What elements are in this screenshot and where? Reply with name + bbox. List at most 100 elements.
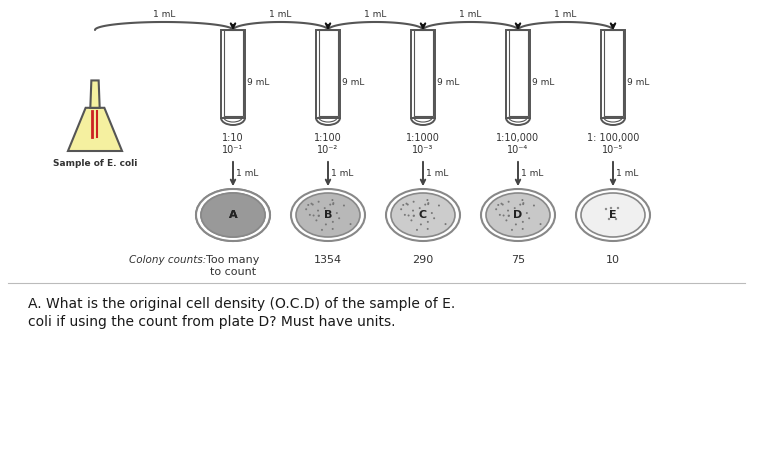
Ellipse shape xyxy=(481,189,555,241)
Circle shape xyxy=(404,214,406,216)
Circle shape xyxy=(511,229,513,231)
Text: 1:100: 1:100 xyxy=(314,133,342,143)
Text: Too many
to count: Too many to count xyxy=(207,255,260,276)
Circle shape xyxy=(338,217,340,219)
Text: 9 mL: 9 mL xyxy=(247,78,270,87)
Text: 10⁻⁵: 10⁻⁵ xyxy=(602,145,624,155)
Bar xyxy=(508,30,528,116)
Text: 1:1000: 1:1000 xyxy=(406,133,440,143)
Circle shape xyxy=(433,217,435,219)
Text: 9 mL: 9 mL xyxy=(342,78,364,87)
Circle shape xyxy=(521,228,524,230)
Circle shape xyxy=(610,207,612,209)
Bar xyxy=(413,30,432,116)
Circle shape xyxy=(332,199,333,201)
Circle shape xyxy=(318,215,319,217)
Circle shape xyxy=(309,214,311,216)
Ellipse shape xyxy=(201,193,265,237)
Circle shape xyxy=(508,215,510,217)
Circle shape xyxy=(329,204,331,206)
Circle shape xyxy=(427,221,429,223)
Circle shape xyxy=(507,210,509,212)
Ellipse shape xyxy=(486,193,550,237)
Text: A: A xyxy=(229,210,237,220)
Ellipse shape xyxy=(291,189,365,241)
Circle shape xyxy=(408,214,409,217)
Circle shape xyxy=(505,219,508,221)
Circle shape xyxy=(427,203,429,205)
Circle shape xyxy=(316,219,317,221)
Circle shape xyxy=(333,203,334,205)
Circle shape xyxy=(307,204,310,206)
Circle shape xyxy=(526,212,528,214)
Circle shape xyxy=(438,204,440,207)
Circle shape xyxy=(312,203,313,206)
Circle shape xyxy=(407,203,409,206)
Circle shape xyxy=(426,199,429,201)
Bar xyxy=(316,30,340,118)
Circle shape xyxy=(431,212,433,214)
Circle shape xyxy=(502,214,505,217)
Text: 1 mL: 1 mL xyxy=(270,10,292,19)
Text: 9 mL: 9 mL xyxy=(627,78,650,87)
Text: 9 mL: 9 mL xyxy=(437,78,459,87)
Text: 75: 75 xyxy=(511,255,525,265)
Circle shape xyxy=(336,212,338,214)
Circle shape xyxy=(528,217,530,219)
Text: 1 mL: 1 mL xyxy=(554,10,577,19)
Circle shape xyxy=(420,223,422,225)
Text: A: A xyxy=(229,210,237,220)
Text: coli if using the count from plate D? Must have units.: coli if using the count from plate D? Mu… xyxy=(28,315,396,329)
Text: Colony counts:: Colony counts: xyxy=(129,255,207,265)
Text: 1 mL: 1 mL xyxy=(521,170,544,179)
Circle shape xyxy=(617,207,619,209)
Text: 10⁻¹: 10⁻¹ xyxy=(223,145,243,155)
Text: B: B xyxy=(324,210,333,220)
Text: D: D xyxy=(513,210,523,220)
Circle shape xyxy=(497,204,499,206)
Circle shape xyxy=(522,203,525,205)
Bar xyxy=(411,30,435,118)
Ellipse shape xyxy=(296,193,360,237)
Circle shape xyxy=(413,215,415,217)
Circle shape xyxy=(419,207,421,209)
Circle shape xyxy=(495,208,497,210)
Circle shape xyxy=(410,219,412,221)
Text: 1 mL: 1 mL xyxy=(331,170,353,179)
Text: 1354: 1354 xyxy=(314,255,342,265)
Bar xyxy=(221,30,245,118)
Ellipse shape xyxy=(196,189,270,241)
Circle shape xyxy=(412,215,415,217)
Text: C: C xyxy=(419,210,427,220)
Bar xyxy=(604,30,623,116)
Circle shape xyxy=(604,208,607,210)
Circle shape xyxy=(332,228,334,230)
Circle shape xyxy=(325,223,327,225)
Text: A. What is the original cell density (O.C.D) of the sample of E.: A. What is the original cell density (O.… xyxy=(28,297,455,311)
Circle shape xyxy=(533,204,535,207)
Circle shape xyxy=(313,214,315,217)
Bar xyxy=(601,30,625,118)
Circle shape xyxy=(402,204,404,206)
Ellipse shape xyxy=(581,193,645,237)
Text: 1:10,000: 1:10,000 xyxy=(496,133,540,143)
Circle shape xyxy=(412,210,414,212)
Bar xyxy=(223,30,243,116)
Circle shape xyxy=(521,199,524,201)
Circle shape xyxy=(324,207,326,209)
Text: Sample of E. coli: Sample of E. coli xyxy=(53,159,137,168)
Circle shape xyxy=(515,223,517,225)
Circle shape xyxy=(305,208,307,210)
Circle shape xyxy=(333,202,334,204)
Circle shape xyxy=(317,210,319,212)
Ellipse shape xyxy=(386,189,460,241)
Circle shape xyxy=(349,223,352,225)
Circle shape xyxy=(508,201,510,203)
Circle shape xyxy=(499,214,501,216)
Bar xyxy=(319,30,337,116)
Circle shape xyxy=(310,202,313,205)
Circle shape xyxy=(424,204,426,206)
Ellipse shape xyxy=(576,189,650,241)
Text: 290: 290 xyxy=(412,255,434,265)
Circle shape xyxy=(501,202,502,205)
